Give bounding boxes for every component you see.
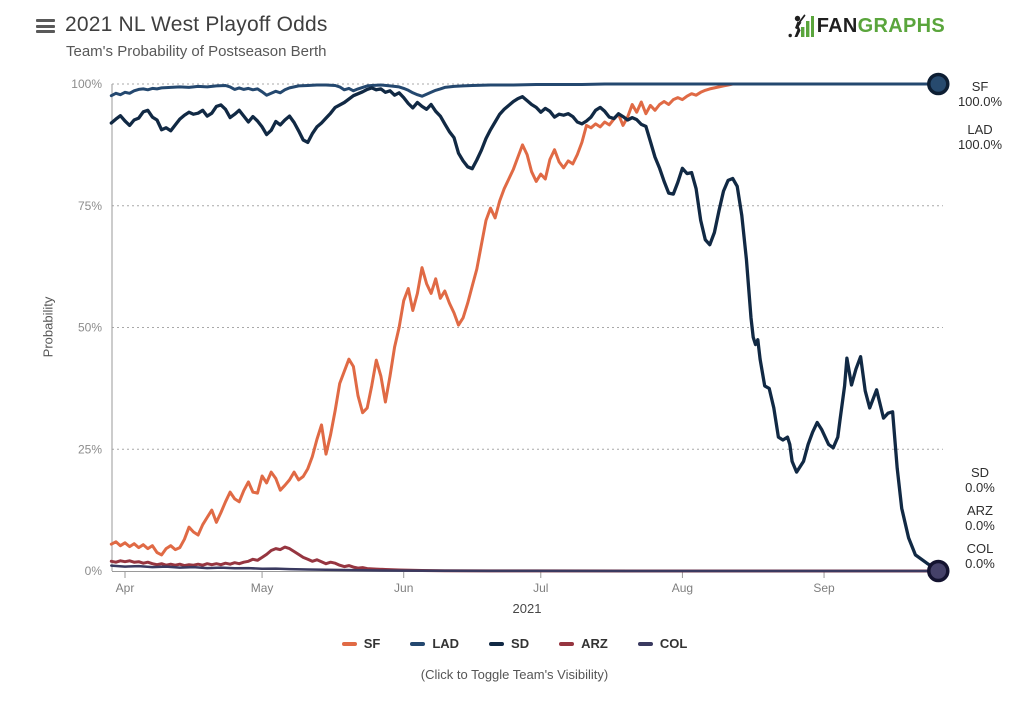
legend-item-arz[interactable]: ARZ — [559, 636, 608, 651]
x-tick-label: Aug — [672, 581, 693, 595]
y-tick-label: 0% — [85, 564, 103, 578]
end-label-col: COL 0.0% — [965, 541, 995, 571]
legend-label: SD — [511, 636, 530, 651]
logo-text-graphs: GRAPHS — [857, 14, 945, 37]
legend-swatch-arz — [559, 641, 575, 646]
series-line-arz[interactable] — [109, 545, 940, 573]
series-line-lad[interactable] — [109, 82, 940, 98]
series-line-sf[interactable] — [109, 82, 940, 557]
page-title: 2021 NL West Playoff Odds — [65, 13, 328, 36]
x-axis-title: 2021 — [512, 601, 542, 616]
y-tick-label: 75% — [78, 199, 102, 213]
fangraphs-logo: FANGRAPHS — [788, 13, 945, 39]
end-label-arz: ARZ 0.0% — [965, 503, 995, 533]
y-axis-title: Probability — [40, 296, 56, 358]
legend-help-text: (Click to Toggle Team's Visibility) — [420, 667, 609, 682]
end-label-sf: SF 100.0% — [957, 79, 1003, 109]
end-marker-0pct[interactable] — [927, 559, 950, 583]
end-label-lad: LAD 100.0% — [957, 122, 1003, 152]
series-line-col[interactable] — [110, 564, 940, 573]
end-marker-100pct[interactable] — [927, 72, 950, 96]
legend-label: COL — [659, 636, 688, 651]
x-tick-label: Jul — [533, 581, 548, 595]
legend-label: LAD — [432, 636, 460, 651]
page-subtitle: Team's Probability of Postseason Berth — [66, 43, 327, 60]
legend-label: SF — [363, 636, 381, 651]
legend-swatch-sd — [489, 641, 505, 646]
legend: SF LAD SD ARZ COL — [0, 636, 1029, 651]
legend-swatch-sf — [341, 641, 357, 646]
y-tick-label: 50% — [78, 321, 102, 335]
x-tick-label: Apr — [116, 581, 135, 595]
series-line-sd[interactable] — [109, 86, 940, 572]
fangraphs-batter-icon — [788, 14, 814, 38]
x-tick-label: Jun — [394, 581, 413, 595]
x-tick-label: May — [251, 581, 274, 595]
legend-item-sf[interactable]: SF — [341, 636, 381, 651]
y-tick-label: 100% — [71, 77, 102, 91]
logo-text-fan: FAN — [816, 14, 858, 37]
hamburger-menu-icon[interactable] — [36, 19, 56, 35]
legend-item-lad[interactable]: LAD — [410, 636, 459, 651]
y-tick-label: 25% — [78, 442, 102, 456]
legend-swatch-lad — [410, 641, 426, 646]
end-label-sd: SD 0.0% — [965, 465, 995, 495]
legend-item-sd[interactable]: SD — [489, 636, 529, 651]
legend-item-col[interactable]: COL — [637, 636, 688, 651]
legend-swatch-col — [637, 641, 653, 646]
legend-label: ARZ — [581, 636, 608, 651]
x-tick-label: Sep — [813, 581, 835, 595]
